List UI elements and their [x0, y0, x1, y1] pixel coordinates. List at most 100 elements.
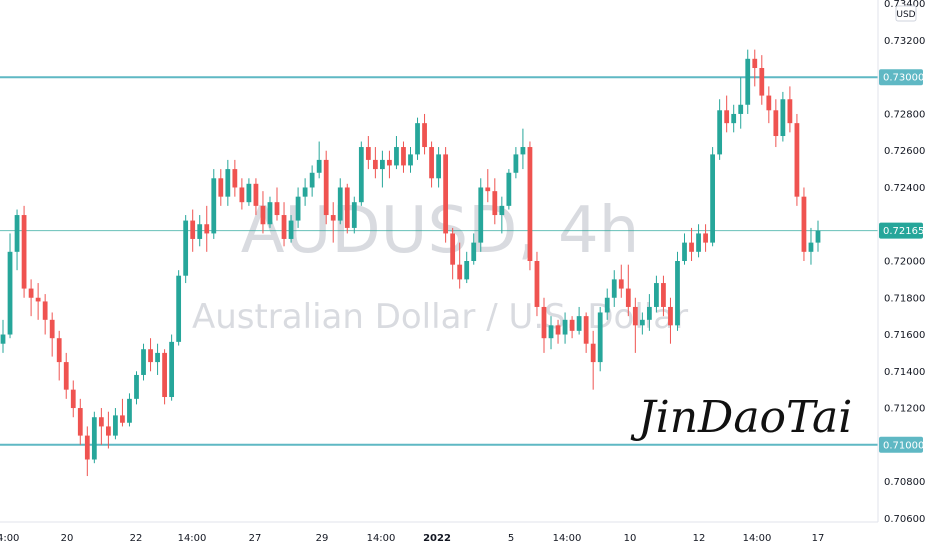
- candle-body: [105, 426, 111, 436]
- candle-body: [127, 398, 132, 423]
- time-tick-label: 14:00: [178, 533, 207, 544]
- candle: [724, 95, 730, 133]
- candle: [415, 117, 420, 160]
- time-tick-label: 20: [61, 533, 74, 544]
- candle-body: [611, 279, 617, 298]
- candle: [618, 264, 624, 298]
- price-tick-label: 0.72800: [884, 109, 925, 120]
- candle: [625, 264, 631, 317]
- time-tick-label: 27: [249, 533, 262, 544]
- candle: [204, 205, 210, 252]
- price-tags: 0.73000 0.71000 0.72165: [879, 69, 924, 453]
- candle: [134, 371, 139, 405]
- candle: [141, 343, 146, 381]
- candle-body: [583, 316, 589, 344]
- time-tick-label: 5: [508, 533, 514, 544]
- candle-body: [288, 220, 294, 239]
- candle: [98, 408, 104, 445]
- candle: [639, 312, 645, 335]
- candle-body: [689, 242, 694, 252]
- candle: [541, 297, 547, 353]
- time-tick-label: 10: [624, 533, 637, 544]
- candle-body: [654, 283, 659, 307]
- candle: [0, 319, 6, 353]
- candle-body: [330, 215, 336, 221]
- candle: [70, 380, 76, 418]
- candle-body: [84, 435, 90, 460]
- candle: [457, 242, 463, 289]
- candle: [401, 141, 406, 173]
- candle-body: [534, 261, 540, 307]
- candle: [394, 136, 399, 170]
- candle-body: [63, 362, 69, 390]
- candle-body: [597, 312, 603, 363]
- currency-label: USD: [896, 10, 915, 20]
- price-tick-label: 0.73200: [884, 36, 925, 47]
- currency-badge-box: [895, 5, 917, 22]
- candle-body: [478, 187, 484, 243]
- candle: [316, 141, 322, 179]
- candle-body: [696, 233, 701, 252]
- price-axis[interactable]: 0.70600 0.70800 0.71200 0.71400 0.71600 0.718…: [877, 0, 925, 525]
- candle-body: [225, 169, 231, 197]
- candle: [246, 178, 252, 206]
- candle: [450, 227, 456, 280]
- candle-body: [625, 288, 631, 307]
- candle: [281, 202, 287, 247]
- candle-body: [520, 147, 526, 155]
- candle: [49, 312, 55, 357]
- watermark-name: Australian Dollar / U.S. Dollar: [192, 297, 688, 337]
- candle-body: [365, 147, 371, 160]
- candle-body: [569, 319, 575, 331]
- candle: [211, 169, 217, 239]
- candle-body: [646, 306, 652, 320]
- candle: [436, 147, 441, 188]
- price-axis-ticks: 0.70600 0.70800 0.71200 0.71400 0.71600 0.718…: [884, 0, 925, 525]
- candle-body: [28, 288, 34, 298]
- signature: JinDaoTai: [630, 392, 852, 443]
- time-tick-label: 14:00: [0, 533, 19, 544]
- candle: [731, 104, 737, 133]
- candle-body: [274, 202, 280, 216]
- candle-body: [183, 220, 189, 276]
- candle: [309, 165, 315, 197]
- candle-body: [281, 215, 287, 239]
- level-price-label: 0.73000: [883, 73, 924, 84]
- time-tick-label: 17: [812, 533, 825, 544]
- candle: [604, 288, 610, 320]
- candle-body: [471, 242, 477, 261]
- candle-body: [316, 159, 322, 173]
- candle: [773, 99, 779, 148]
- candle-body: [429, 147, 434, 179]
- time-tick-label: 2022: [423, 533, 451, 544]
- candle: [148, 338, 153, 372]
- time-tick-label: 12: [693, 533, 706, 544]
- candle-body: [738, 104, 744, 114]
- candle: [218, 169, 224, 206]
- candle: [499, 196, 505, 234]
- candle: [21, 205, 27, 298]
- candle: [63, 352, 69, 399]
- candle: [478, 178, 484, 252]
- last-price-label: 0.72165: [883, 226, 924, 237]
- time-axis[interactable]: 14:00202214:00272914:002022514:00101214:…: [0, 521, 878, 544]
- candle-body: [162, 352, 167, 398]
- candle-body: [422, 123, 427, 148]
- candle: [682, 233, 687, 265]
- candle: [710, 147, 716, 247]
- candle: [590, 330, 596, 390]
- candle-body: [815, 230, 821, 243]
- candle: [520, 128, 526, 170]
- candle-body: [358, 147, 364, 203]
- candle: [801, 187, 807, 261]
- candle: [120, 398, 125, 427]
- candle-body: [218, 178, 224, 197]
- candle-body: [323, 159, 329, 216]
- price-tick-label: 0.71200: [884, 404, 925, 415]
- candle-body: [260, 205, 266, 225]
- candle-body: [309, 172, 315, 188]
- candle-body: [710, 154, 716, 243]
- candle: [155, 343, 160, 375]
- candle-body: [436, 154, 441, 179]
